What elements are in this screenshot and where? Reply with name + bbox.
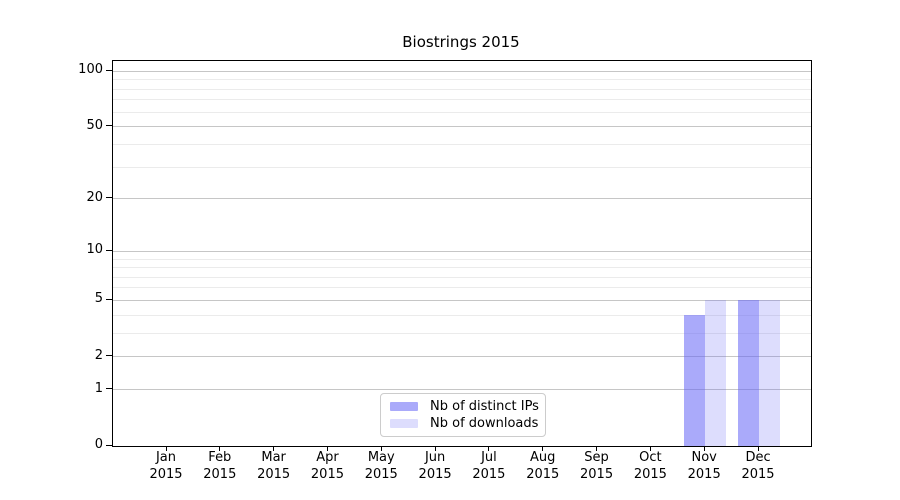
x-tick-mark — [488, 446, 490, 451]
x-tick-label: Jul 2015 — [457, 450, 521, 483]
x-tick-month: Jan — [155, 450, 177, 465]
x-tick-month: May — [367, 450, 395, 465]
y-tick-mark — [106, 298, 112, 300]
y-tick-mark — [106, 69, 112, 71]
x-tick-year: 2015 — [310, 466, 344, 482]
x-tick-month: Dec — [745, 450, 771, 465]
x-tick-label: Apr 2015 — [295, 450, 359, 483]
gridline-major — [113, 70, 811, 72]
gridline-major — [113, 126, 811, 128]
gridline-minor — [113, 111, 811, 113]
x-tick-year: 2015 — [633, 466, 667, 482]
x-tick-mark — [165, 446, 167, 451]
x-tick-label: Nov 2015 — [672, 450, 736, 483]
x-tick-year: 2015 — [687, 466, 721, 482]
legend-label: Nb of downloads — [430, 416, 539, 432]
y-tick-mark — [106, 355, 112, 357]
x-tick-month: Jun — [424, 450, 446, 465]
legend-swatch — [390, 401, 418, 411]
x-tick-mark — [434, 446, 436, 451]
x-tick-label: May 2015 — [349, 450, 413, 483]
legend-item: Nb of distinct IPs — [390, 398, 539, 414]
y-tick-mark — [106, 388, 112, 390]
gridline-minor — [113, 267, 811, 269]
x-tick-year: 2015 — [580, 466, 614, 482]
x-tick-mark — [326, 446, 328, 451]
legend-swatch — [390, 419, 418, 429]
x-tick-year: 2015 — [472, 466, 506, 482]
gridline-major — [113, 389, 811, 391]
gridline-minor — [113, 287, 811, 289]
gridline-minor — [113, 166, 811, 168]
x-tick-month: Feb — [208, 450, 232, 465]
y-tick-mark — [106, 197, 112, 199]
x-tick-label: Feb 2015 — [188, 450, 252, 483]
legend: Nb of distinct IPs Nb of downloads — [380, 393, 546, 437]
x-tick-mark — [757, 446, 759, 451]
y-tick-mark — [106, 125, 112, 127]
y-tick-label: 100 — [78, 62, 103, 78]
x-tick-year: 2015 — [526, 466, 560, 482]
x-tick-month: Mar — [261, 450, 286, 465]
gridline-major — [113, 299, 811, 301]
gridline-minor — [113, 88, 811, 90]
y-tick-label: 5 — [94, 291, 103, 307]
x-tick-mark — [542, 446, 544, 451]
x-tick-year: 2015 — [149, 466, 183, 482]
x-tick-month: Apr — [316, 450, 339, 465]
x-tick-mark — [703, 446, 705, 451]
gridline-major — [113, 198, 811, 200]
x-tick-mark — [273, 446, 275, 451]
y-tick-label: 1 — [94, 380, 103, 396]
gridline-major — [113, 356, 811, 358]
x-tick-label: Aug 2015 — [511, 450, 575, 483]
gridline-minor — [113, 143, 811, 145]
y-tick-label: 2 — [94, 347, 103, 363]
x-tick-year: 2015 — [257, 466, 291, 482]
gridline-minor — [113, 99, 811, 101]
gridline-minor — [113, 314, 811, 316]
legend-item: Nb of downloads — [390, 416, 539, 432]
x-tick-year: 2015 — [418, 466, 452, 482]
legend-label: Nb of distinct IPs — [430, 398, 539, 414]
y-tick-mark — [106, 249, 112, 251]
x-tick-label: Sep 2015 — [565, 450, 629, 483]
x-tick-mark — [219, 446, 221, 451]
y-tick-label: 10 — [86, 242, 103, 258]
grid-layer — [113, 61, 811, 446]
gridline-minor — [113, 79, 811, 81]
gridline-major — [113, 250, 811, 252]
x-tick-label: Jun 2015 — [403, 450, 467, 483]
x-tick-month: Nov — [691, 450, 717, 465]
x-tick-label: Dec 2015 — [726, 450, 790, 483]
gridline-minor — [113, 332, 811, 334]
x-tick-year: 2015 — [203, 466, 237, 482]
y-tick-label: 20 — [86, 189, 103, 205]
y-tick-label: 0 — [94, 437, 103, 452]
x-tick-mark — [649, 446, 651, 451]
bars-layer — [113, 61, 811, 446]
gridline-minor — [113, 258, 811, 260]
x-tick-label: Jan 2015 — [134, 450, 198, 483]
plot-area: Nb of distinct IPs Nb of downloads — [112, 60, 812, 447]
x-tick-year: 2015 — [741, 466, 775, 482]
bar-nb-of-downloads-dec — [759, 300, 781, 446]
bar-nb-of-distinct-ips-dec — [738, 300, 760, 446]
x-tick-month: Sep — [584, 450, 609, 465]
y-tick-label: 50 — [86, 117, 103, 133]
x-tick-month: Jul — [481, 450, 497, 465]
chart-title: Biostrings 2015 — [402, 33, 520, 51]
x-tick-mark — [596, 446, 598, 451]
x-tick-year: 2015 — [364, 466, 398, 482]
x-tick-month: Aug — [530, 450, 556, 465]
x-tick-month: Oct — [639, 450, 662, 465]
bar-nb-of-downloads-nov — [705, 300, 727, 446]
gridline-minor — [113, 276, 811, 278]
x-tick-label: Mar 2015 — [242, 450, 306, 483]
x-tick-label: Oct 2015 — [618, 450, 682, 483]
bar-nb-of-distinct-ips-nov — [684, 315, 706, 446]
x-tick-mark — [380, 446, 382, 451]
y-tick-mark — [106, 444, 112, 446]
